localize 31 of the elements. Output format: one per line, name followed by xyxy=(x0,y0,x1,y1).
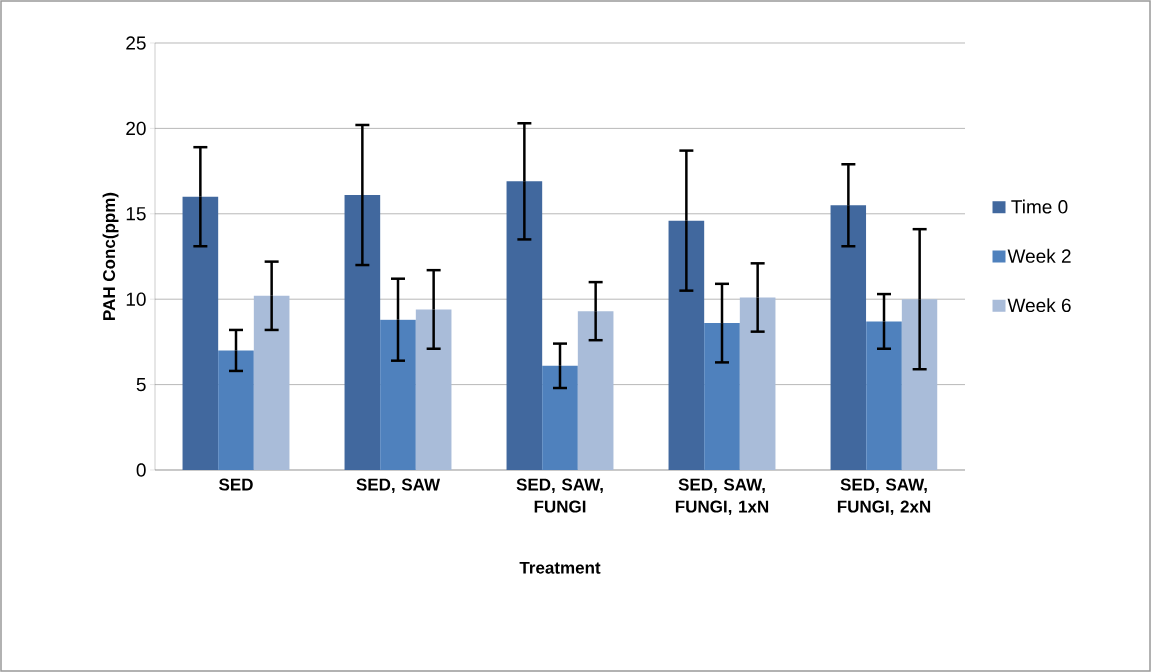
y-axis-title: PAH Conc(ppm) xyxy=(102,192,119,320)
bar xyxy=(739,297,776,470)
x-tick-label: SED, SAW, FUNGI, 2xN xyxy=(837,478,931,516)
y-tick-label: 5 xyxy=(136,377,146,392)
bar xyxy=(380,319,416,470)
y-tick-label: 0 xyxy=(136,463,146,477)
bar xyxy=(866,321,902,470)
bar xyxy=(182,196,219,470)
y-tick-label: 15 xyxy=(126,207,146,221)
legend-label: Time 0 xyxy=(1011,199,1068,214)
bar xyxy=(577,311,614,470)
legend-label: Week 6 xyxy=(1007,298,1071,313)
bar xyxy=(704,323,740,470)
bar xyxy=(901,299,938,470)
y-tick-label: 25 xyxy=(126,36,146,50)
bar xyxy=(542,365,578,470)
x-tick-label: SED xyxy=(219,478,253,491)
bar xyxy=(344,195,381,470)
y-tick-label: 20 xyxy=(126,121,146,136)
legend-label: Week 2 xyxy=(1007,248,1071,263)
x-tick-label: SED, SAW xyxy=(356,478,441,494)
bar xyxy=(415,309,452,470)
bar xyxy=(830,205,867,470)
x-axis-title: Treatment xyxy=(519,561,601,574)
bar xyxy=(506,181,543,470)
x-tick-label: SED, SAW, FUNGI xyxy=(516,478,603,513)
bar xyxy=(253,295,290,470)
bar xyxy=(668,220,705,470)
x-tick-label: SED, SAW, FUNGI, 1xN xyxy=(675,478,769,516)
bar xyxy=(218,350,254,470)
y-tick-label: 10 xyxy=(126,292,146,306)
